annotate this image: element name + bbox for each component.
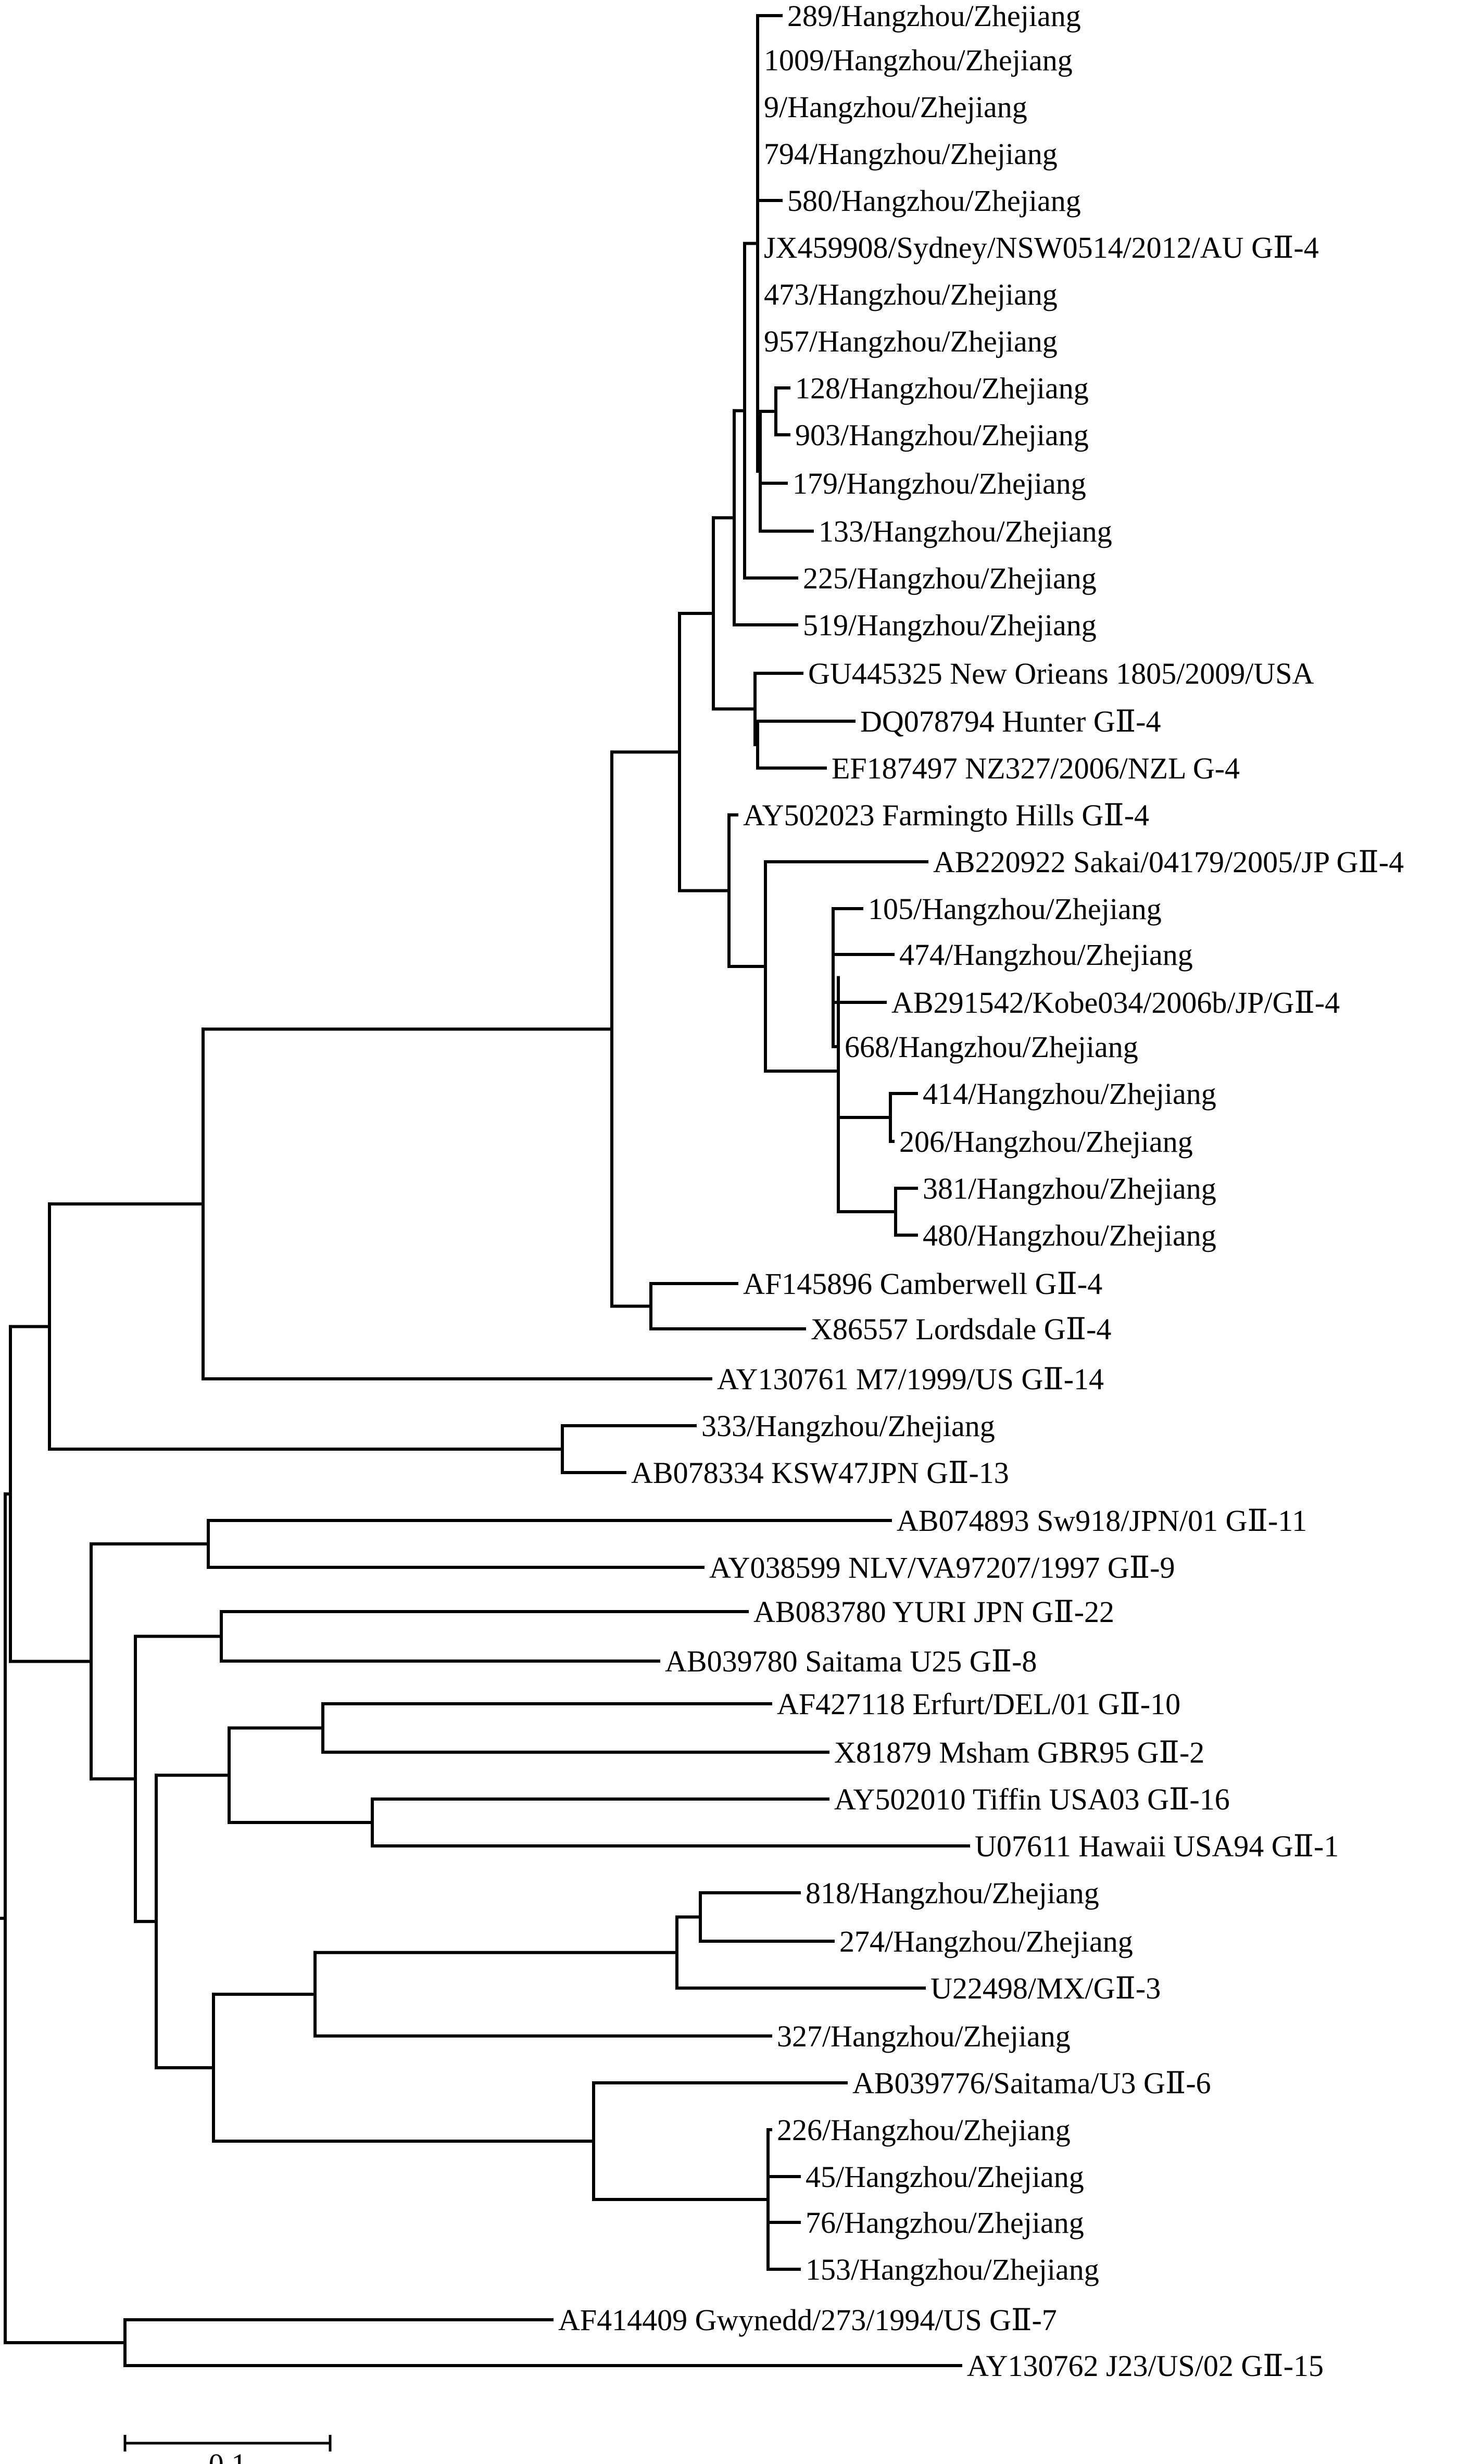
taxon-label: 957/Hangzhou/Zhejiang <box>764 324 1058 358</box>
taxon-label: 333/Hangzhou/Zhejiang <box>701 1409 995 1443</box>
taxon-labels: 289/Hangzhou/Zhejiang 1009/Hangzhou/Zheji… <box>558 0 1404 2383</box>
tree-branches <box>0 14 970 2367</box>
taxon-label: 903/Hangzhou/Zhejiang <box>795 418 1089 452</box>
taxon-label: 1009/Hangzhou/Zhejiang <box>764 43 1073 77</box>
taxon-label: X86557 Lordsdale GⅡ-4 <box>811 1312 1111 1346</box>
taxon-label: AY502023 Farmingto Hills GⅡ-4 <box>743 798 1149 832</box>
taxon-label: AB039776/Saitama/U3 GⅡ-6 <box>852 2066 1211 2100</box>
taxon-label: 105/Hangzhou/Zhejiang <box>868 892 1162 926</box>
taxon-label: 414/Hangzhou/Zhejiang <box>923 1077 1216 1111</box>
taxon-label: 473/Hangzhou/Zhejiang <box>764 278 1058 311</box>
taxon-label: 274/Hangzhou/Zhejiang <box>839 1925 1133 1958</box>
taxon-label: 9/Hangzhou/Zhejiang <box>764 90 1027 124</box>
taxon-label: 45/Hangzhou/Zhejiang <box>806 2160 1084 2194</box>
taxon-label: AB083780 YURI JPN GⅡ-22 <box>753 1595 1114 1629</box>
taxon-label: 206/Hangzhou/Zhejiang <box>899 1125 1193 1159</box>
taxon-label: 128/Hangzhou/Zhejiang <box>795 371 1089 405</box>
taxon-label: AY130762 J23/US/02 GⅡ-15 <box>967 2349 1324 2383</box>
taxon-label: 76/Hangzhou/Zhejiang <box>806 2206 1084 2240</box>
taxon-label: 818/Hangzhou/Zhejiang <box>806 1876 1099 1910</box>
taxon-label: JX459908/Sydney/NSW0514/2012/AU GⅡ-4 <box>764 231 1319 265</box>
taxon-label: 580/Hangzhou/Zhejiang <box>787 184 1081 218</box>
taxon-label: AF145896 Camberwell GⅡ-4 <box>743 1267 1102 1301</box>
taxon-label: DQ078794 Hunter GⅡ-4 <box>860 705 1161 738</box>
taxon-label: AB220922 Sakai/04179/2005/JP GⅡ-4 <box>933 845 1404 879</box>
taxon-label: 226/Hangzhou/Zhejiang <box>777 2113 1071 2147</box>
taxon-label: AF414409 Gwynedd/273/1994/US GⅡ-7 <box>558 2303 1057 2337</box>
taxon-label: 327/Hangzhou/Zhejiang <box>777 2019 1071 2053</box>
taxon-label: AY130761 M7/1999/US GⅡ-14 <box>717 1362 1104 1396</box>
taxon-label: 133/Hangzhou/Zhejiang <box>819 514 1112 548</box>
taxon-label: U07611 Hawaii USA94 GⅡ-1 <box>975 1829 1339 1863</box>
taxon-label: AB039780 Saitama U25 GⅡ-8 <box>665 1644 1037 1678</box>
taxon-label: AB291542/Kobe034/2006b/JP/GⅡ-4 <box>891 986 1340 1020</box>
taxon-label: AF427118 Erfurt/DEL/01 GⅡ-10 <box>777 1687 1180 1721</box>
taxon-label: 474/Hangzhou/Zhejiang <box>899 938 1193 972</box>
taxon-label: 480/Hangzhou/Zhejiang <box>923 1218 1216 1252</box>
taxon-label: AY502010 Tiffin USA03 GⅡ-16 <box>834 1782 1230 1816</box>
taxon-label: 519/Hangzhou/Zhejiang <box>803 608 1097 642</box>
scale-bar: 0.1 <box>123 2435 332 2464</box>
scale-bar-label: 0.1 <box>209 2447 247 2464</box>
taxon-label: 153/Hangzhou/Zhejiang <box>806 2253 1099 2286</box>
taxon-label: 668/Hangzhou/Zhejiang <box>845 1030 1138 1064</box>
taxon-label: 381/Hangzhou/Zhejiang <box>923 1172 1216 1205</box>
taxon-label: GU445325 New Orieans 1805/2009/USA <box>808 657 1314 690</box>
taxon-label: X81879 Msham GBR95 GⅡ-2 <box>834 1736 1204 1769</box>
taxon-label: 794/Hangzhou/Zhejiang <box>764 137 1058 171</box>
taxon-label: 179/Hangzhou/Zhejiang <box>793 467 1086 500</box>
taxon-label: AY038599 NLV/VA97207/1997 GⅡ-9 <box>709 1551 1175 1585</box>
taxon-label: 289/Hangzhou/Zhejiang <box>787 0 1081 33</box>
taxon-label: 225/Hangzhou/Zhejiang <box>803 561 1097 595</box>
taxon-label: EF187497 NZ327/2006/NZL G-4 <box>832 751 1240 785</box>
taxon-label: AB078334 KSW47JPN GⅡ-13 <box>631 1456 1009 1490</box>
taxon-label: AB074893 Sw918/JPN/01 GⅡ-11 <box>897 1504 1307 1538</box>
taxon-label: U22498/MX/GⅡ-3 <box>930 1971 1161 2005</box>
